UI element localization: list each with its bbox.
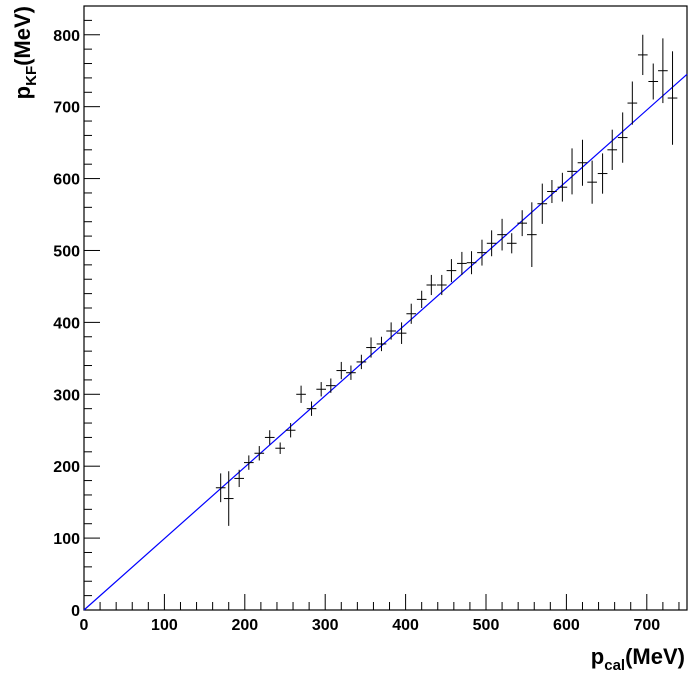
data-point — [537, 183, 548, 224]
data-point — [296, 385, 306, 403]
x-axis-tick-labels: 0 100 200 300 400 500 600 700 — [80, 617, 661, 634]
y-tick-label: 300 — [53, 387, 80, 404]
data-point — [316, 382, 327, 397]
data-points — [215, 34, 678, 526]
data-point — [477, 239, 487, 266]
plot-frame — [83, 5, 688, 611]
x-axis-title-sub: cal — [604, 657, 625, 673]
data-point — [396, 322, 407, 344]
data-point — [264, 430, 275, 445]
data-point — [326, 378, 336, 393]
y-tick-label: 500 — [53, 243, 80, 260]
y-tick-label: 800 — [53, 28, 80, 45]
data-point — [506, 233, 517, 254]
data-point — [607, 129, 618, 170]
data-point — [306, 401, 317, 416]
data-point — [234, 469, 244, 488]
data-point — [597, 153, 608, 194]
data-point — [577, 139, 588, 186]
x-axis-title-unit: (MeV) — [625, 644, 685, 669]
data-point — [567, 148, 577, 195]
data-point — [517, 210, 528, 237]
x-tick-label: 100 — [151, 617, 178, 634]
data-point — [346, 365, 356, 380]
data-point — [356, 354, 367, 370]
y-axis-ticks — [84, 5, 100, 611]
x-axis-title: pcal(MeV) — [591, 644, 685, 673]
data-point — [426, 274, 437, 296]
x-axis-ticks — [83, 594, 680, 610]
x-tick-label: 700 — [633, 617, 660, 634]
data-point — [486, 230, 497, 257]
data-point — [658, 38, 668, 104]
x-tick-label: 300 — [312, 617, 339, 634]
data-point — [436, 274, 447, 296]
data-point — [527, 202, 537, 268]
x-tick-label: 400 — [392, 617, 419, 634]
data-point — [243, 455, 254, 470]
data-point — [497, 218, 507, 251]
data-point — [457, 251, 467, 275]
data-point — [285, 423, 296, 438]
y-tick-label: 200 — [53, 459, 80, 476]
x-axis-title-main: p — [591, 644, 604, 669]
data-point — [376, 336, 387, 352]
y-axis-tick-labels: 0 100 200 300 400 500 600 700 800 — [53, 28, 80, 620]
data-point — [366, 337, 376, 358]
data-point — [466, 251, 477, 275]
y-axis-title-sub: KF — [23, 66, 40, 86]
data-point — [557, 172, 568, 202]
data-point — [648, 63, 659, 100]
data-point — [215, 473, 226, 503]
data-point — [547, 180, 557, 204]
data-point — [667, 51, 678, 145]
y-axis-title-main: p — [10, 86, 35, 99]
data-point — [416, 290, 427, 308]
data-point — [617, 112, 628, 163]
x-tick-label: 500 — [473, 617, 500, 634]
data-point — [223, 471, 234, 526]
data-point — [336, 361, 347, 380]
fit-line — [83, 73, 688, 611]
y-tick-label: 700 — [53, 100, 80, 117]
data-point — [637, 34, 648, 76]
data-point — [386, 322, 396, 340]
y-axis-title: pKF(MeV) — [10, 6, 40, 99]
y-tick-label: 100 — [53, 531, 80, 548]
data-point — [406, 303, 417, 324]
x-tick-label: 0 — [80, 617, 89, 634]
x-tick-label: 200 — [231, 617, 258, 634]
data-point — [254, 446, 265, 461]
data-point — [627, 81, 638, 125]
x-tick-label: 600 — [553, 617, 580, 634]
data-point — [587, 160, 597, 204]
data-point — [446, 259, 457, 283]
data-point — [275, 442, 285, 454]
y-tick-label: 400 — [53, 315, 80, 332]
y-tick-label: 600 — [53, 172, 80, 189]
y-tick-label: 0 — [71, 603, 80, 620]
y-axis-title-unit: (MeV) — [10, 6, 35, 66]
